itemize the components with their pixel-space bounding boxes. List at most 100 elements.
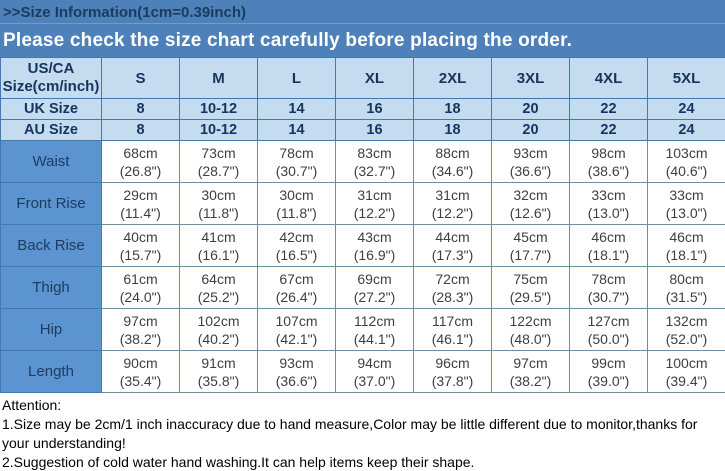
attention-note-2: 2.Suggestion of cold water hand washing.… (2, 454, 475, 470)
measurement-inch-value: (11.8") (198, 204, 239, 221)
measurement-cm-value: 45cm (513, 228, 548, 245)
measurement-inch-value: (12.2") (353, 204, 396, 221)
attention-note-1: 1.Size may be 2cm/1 inch inaccuracy due … (2, 416, 698, 451)
measurement-inch-value: (39.4") (665, 372, 708, 389)
measurement-inch-value: (25.2") (197, 288, 240, 305)
region-size-cell: 8 (101, 119, 180, 141)
size-column-header: 2XL (413, 57, 492, 99)
measurement-cm-value: 97cm (513, 354, 548, 371)
measurement-cm-value: 64cm (201, 270, 236, 287)
size-column-header: M (179, 57, 258, 99)
measurement-value-cell: 102cm (40.2") (179, 308, 258, 351)
measurement-cm-value: 31cm (357, 186, 392, 203)
measurement-row-label: Length (0, 350, 102, 393)
measurement-cm-value: 40cm (123, 228, 158, 245)
measurement-inch-value: (48.0") (509, 330, 552, 347)
measurement-row: Hip 97cm (38.2") 102cm (40.2") 107cm (42.1") 11… (0, 308, 725, 351)
measurement-cm-value: 132cm (665, 312, 708, 329)
measurement-inch-value: (46.1") (431, 330, 474, 347)
region-size-cell: 22 (569, 119, 648, 141)
measurement-inch-value: (16.5") (275, 246, 318, 263)
measurement-cm-value: 98cm (591, 144, 626, 161)
measurement-value-cell: 96cm (37.8") (413, 350, 492, 393)
measurement-inch-value: (35.8") (197, 372, 240, 389)
measurement-cm-value: 93cm (513, 144, 548, 161)
measurement-inch-value: (12.6") (509, 204, 552, 221)
banner: >>Size Information(1cm=0.39inch) Please … (0, 0, 725, 57)
region-size-cell: 16 (335, 119, 414, 141)
region-size-row: AU Size 8 10-12 14 16 18 20 22 24 (0, 119, 725, 141)
measurement-inch-value: (31.5") (665, 288, 708, 305)
size-column-header: S (101, 57, 180, 99)
measurement-inch-value: (30.7") (587, 288, 630, 305)
measurement-cm-value: 96cm (435, 354, 470, 371)
measurement-cm-value: 102cm (197, 312, 240, 329)
measurement-inch-value: (15.7") (119, 246, 162, 263)
measurement-inch-value: (13.0") (587, 204, 630, 221)
measurement-value-cell: 100cm (39.4") (647, 350, 725, 393)
measurement-inch-value: (27.2") (353, 288, 396, 305)
size-chart-table: US/CA Size(cm/inch) S M L XL 2XL 3XL 4XL 5XL UK Si… (0, 57, 725, 393)
measurement-value-cell: 41cm (16.1") (179, 224, 258, 267)
measurement-cm-value: 78cm (279, 144, 314, 161)
region-size-cell: 8 (101, 98, 180, 120)
measurement-cm-value: 122cm (509, 312, 552, 329)
attention-heading: Attention: (2, 397, 62, 413)
measurement-row: Waist 68cm (26.8") 73cm (28.7") 78cm (30.7") 83… (0, 140, 725, 183)
measurement-cm-value: 61cm (123, 270, 158, 287)
region-row-label: AU Size (0, 119, 102, 141)
measurement-cm-value: 29cm (123, 186, 158, 203)
measurement-value-cell: 64cm (25.2") (179, 266, 258, 309)
measurement-inch-value: (13.0") (665, 204, 708, 221)
measurement-value-cell: 99cm (39.0") (569, 350, 648, 393)
measurement-inch-value: (28.3") (431, 288, 474, 305)
measurement-value-cell: 44cm (17.3") (413, 224, 492, 267)
measurement-inch-value: (17.3") (431, 246, 474, 263)
corner-header-cell: US/CA Size(cm/inch) (0, 57, 102, 99)
region-row-label: UK Size (0, 98, 102, 120)
measurement-cm-value: 44cm (435, 228, 470, 245)
measurement-row: Back Rise 40cm (15.7") 41cm (16.1") 42cm (16.5… (0, 224, 725, 267)
measurement-value-cell: 80cm (31.5") (647, 266, 725, 309)
measurement-value-cell: 73cm (28.7") (179, 140, 258, 183)
measurement-value-cell: 30cm (11.8") (179, 182, 258, 225)
measurement-value-cell: 112cm (44.1") (335, 308, 414, 351)
measurement-value-cell: 94cm (37.0") (335, 350, 414, 393)
measurement-inch-value: (24.0") (119, 288, 162, 305)
measurement-inch-value: (42.1") (275, 330, 318, 347)
region-size-cell: 22 (569, 98, 648, 120)
measurement-value-cell: 40cm (15.7") (101, 224, 180, 267)
measurement-value-cell: 98cm (38.6") (569, 140, 648, 183)
measurement-row-label: Back Rise (0, 224, 102, 267)
measurement-row: Thigh 61cm (24.0") 64cm (25.2") 67cm (26.4") 69… (0, 266, 725, 309)
measurement-inch-value: (50.0") (587, 330, 630, 347)
measurement-cm-value: 90cm (123, 354, 158, 371)
measurement-cm-value: 46cm (591, 228, 626, 245)
measurement-value-cell: 33cm (13.0") (647, 182, 725, 225)
measurement-value-cell: 69cm (27.2") (335, 266, 414, 309)
measurement-value-cell: 68cm (26.8") (101, 140, 180, 183)
measurement-value-cell: 45cm (17.7") (491, 224, 570, 267)
measurement-value-cell: 117cm (46.1") (413, 308, 492, 351)
size-column-header: XL (335, 57, 414, 99)
region-size-cell: 24 (647, 119, 725, 141)
measurement-value-cell: 33cm (13.0") (569, 182, 648, 225)
measurement-inch-value: (40.6") (665, 162, 708, 179)
measurement-value-cell: 107cm (42.1") (257, 308, 336, 351)
measurement-inch-value: (29.5") (509, 288, 552, 305)
measurement-cm-value: 80cm (669, 270, 704, 287)
measurement-value-cell: 132cm (52.0") (647, 308, 725, 351)
measurement-value-cell: 75cm (29.5") (491, 266, 570, 309)
measurement-cm-value: 117cm (432, 312, 473, 329)
measurement-cm-value: 42cm (279, 228, 314, 245)
region-size-cell: 10-12 (179, 98, 258, 120)
measurement-inch-value: (16.1") (197, 246, 240, 263)
attention-section: Attention: 1.Size may be 2cm/1 inch inac… (0, 393, 725, 471)
measurement-cm-value: 88cm (435, 144, 470, 161)
measurement-value-cell: 42cm (16.5") (257, 224, 336, 267)
measurement-inch-value: (26.4") (275, 288, 318, 305)
measurement-inch-value: (44.1") (353, 330, 396, 347)
measurement-inch-value: (11.8") (276, 204, 317, 221)
measurement-cm-value: 94cm (357, 354, 392, 371)
measurement-value-cell: 93cm (36.6") (491, 140, 570, 183)
